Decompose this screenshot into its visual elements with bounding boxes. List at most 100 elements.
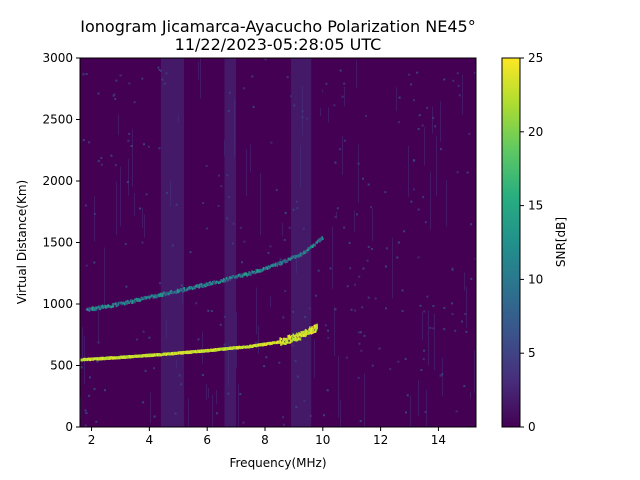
noise-streak xyxy=(208,387,209,399)
noise-streak xyxy=(340,399,341,427)
echo-trace-point xyxy=(286,341,289,344)
noise-speck xyxy=(243,87,246,90)
noise-speck xyxy=(358,275,361,278)
echo-trace-point xyxy=(135,297,138,301)
echo-trace-point xyxy=(245,272,248,275)
noise-speck xyxy=(343,226,346,229)
echo-trace-point xyxy=(311,245,314,248)
noise-speck xyxy=(282,423,285,426)
noise-speck xyxy=(252,105,255,108)
noise-streak xyxy=(342,135,343,175)
x-tick-label: 4 xyxy=(146,433,154,447)
echo-trace-point xyxy=(238,273,241,276)
noise-streak xyxy=(440,101,441,142)
echo-trace-point xyxy=(288,334,291,337)
echo-trace-point xyxy=(303,334,305,337)
noise-speck xyxy=(243,240,246,243)
noise-speck xyxy=(361,177,364,180)
echo-trace-point xyxy=(283,260,285,263)
noise-speck xyxy=(421,124,424,127)
noise-speck xyxy=(189,251,192,254)
noise-speck xyxy=(264,58,267,61)
noise-speck xyxy=(223,343,226,346)
noise-speck xyxy=(404,358,407,361)
noise-speck xyxy=(417,208,420,211)
noise-speck xyxy=(142,330,145,333)
echo-trace-point xyxy=(224,279,227,282)
echo-trace-point xyxy=(306,250,308,254)
noise-speck xyxy=(205,164,208,167)
echo-trace-point xyxy=(223,277,225,281)
echo-trace-point xyxy=(294,256,297,260)
noise-speck xyxy=(349,267,352,270)
noise-streak xyxy=(464,272,465,291)
echo-trace-point xyxy=(280,261,282,264)
noise-streak xyxy=(320,108,321,116)
echo-trace-point xyxy=(132,301,135,304)
echo-trace-point xyxy=(284,258,287,261)
noise-speck xyxy=(141,241,144,244)
noise-speck xyxy=(84,204,87,207)
echo-trace-point xyxy=(187,288,190,291)
echo-trace-point xyxy=(161,294,164,297)
x-tick-label: 10 xyxy=(315,433,330,447)
noise-speck xyxy=(239,393,242,396)
echo-trace-point xyxy=(213,280,216,283)
noise-streak xyxy=(418,379,419,417)
noise-speck xyxy=(450,302,453,305)
echo-trace-point xyxy=(99,307,102,311)
echo-trace-point xyxy=(99,306,102,309)
noise-speck xyxy=(283,238,286,241)
echo-trace-point xyxy=(222,280,224,283)
echo-trace-point xyxy=(242,274,245,278)
noise-streak xyxy=(300,144,301,188)
noise-streak xyxy=(410,395,411,427)
echo-trace-point xyxy=(249,272,251,275)
noise-speck xyxy=(412,99,415,102)
echo-trace-point xyxy=(153,295,156,298)
noise-speck xyxy=(354,309,357,312)
echo-trace-point xyxy=(104,304,107,308)
noise-speck xyxy=(322,414,325,417)
echo-trace-point xyxy=(253,270,256,274)
noise-speck xyxy=(468,132,471,135)
noise-speck xyxy=(112,94,115,97)
noise-speck xyxy=(416,71,419,74)
noise-speck xyxy=(460,320,463,323)
noise-speck xyxy=(334,308,337,311)
noise-speck xyxy=(456,171,459,174)
noise-speck xyxy=(104,389,107,392)
noise-streak xyxy=(166,319,167,338)
noise-streak xyxy=(392,237,393,299)
noise-speck xyxy=(329,267,332,270)
noise-speck xyxy=(302,227,305,230)
interference-band xyxy=(291,58,312,427)
noise-streak xyxy=(470,392,471,399)
noise-speck xyxy=(114,164,117,167)
echo-trace-point xyxy=(308,332,310,335)
noise-speck xyxy=(419,304,422,307)
noise-speck xyxy=(406,394,409,397)
noise-speck xyxy=(130,145,133,148)
echo-trace-point xyxy=(152,296,155,300)
colorbar-tick-label: 25 xyxy=(528,51,543,65)
noise-streak xyxy=(462,74,463,115)
noise-speck xyxy=(397,241,400,244)
noise-speck xyxy=(97,92,100,95)
noise-streak xyxy=(364,373,365,427)
noise-speck xyxy=(384,307,387,310)
noise-speck xyxy=(143,143,146,146)
noise-speck xyxy=(423,349,426,352)
echo-trace-point xyxy=(211,282,214,286)
noise-speck xyxy=(422,358,425,361)
echo-trace-point xyxy=(205,284,207,288)
noise-streak xyxy=(256,287,257,335)
echo-trace-point xyxy=(286,260,289,263)
y-tick-label: 1000 xyxy=(42,297,73,311)
noise-speck xyxy=(432,327,435,330)
noise-speck xyxy=(306,117,309,120)
noise-speck xyxy=(423,310,426,313)
noise-speck xyxy=(295,406,298,409)
echo-trace-point xyxy=(177,290,180,293)
noise-streak xyxy=(354,210,355,233)
